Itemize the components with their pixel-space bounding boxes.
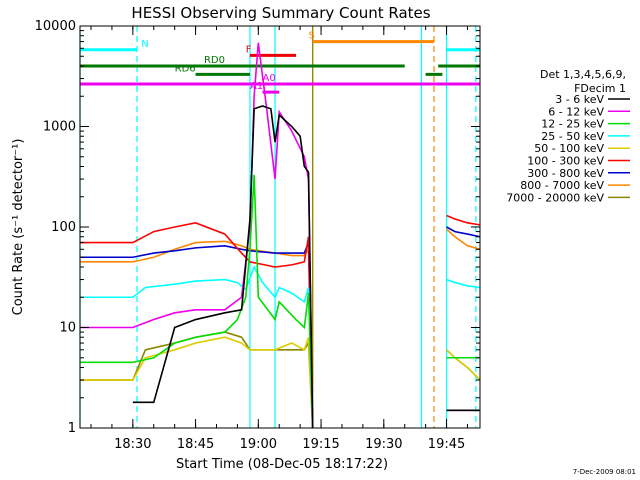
x-axis-label: Start Time (08-Dec-05 18:17:22) (176, 457, 388, 472)
flag-label-a1: A1 (250, 81, 263, 92)
flag-label-a0: A0 (263, 73, 276, 84)
series-line-50-100-kev (80, 336, 314, 429)
series-line-800-7000-kev (80, 240, 314, 429)
y-tick-label: 100 (51, 220, 76, 235)
chart-title: HESSI Observing Summary Count Rates (131, 4, 430, 22)
x-tick-label: 19:00 (240, 437, 277, 452)
series-line-300-800-kev (80, 242, 314, 429)
x-tick-label: 18:45 (177, 437, 214, 452)
legend-label: 6 - 12 keV (548, 105, 604, 118)
legend-label: 7000 - 20000 keV (506, 191, 604, 204)
x-tick-label: 19:30 (365, 437, 402, 452)
y-tick-label: 10 (59, 321, 76, 336)
series-line-25-50-kev (80, 265, 314, 429)
series-line-6-12-kev (80, 42, 314, 429)
legend-label: 3 - 6 keV (555, 93, 604, 106)
series-line-100-300-kev (80, 222, 314, 429)
legend-label: 25 - 50 keV (541, 130, 604, 143)
flag-label-rd0: RD0 (204, 55, 225, 66)
flag-label-rd6: RD6 (175, 63, 196, 74)
legend-label: 12 - 25 keV (541, 118, 604, 131)
series-line-3-6-kev (132, 105, 314, 429)
legend-label: 100 - 300 keV (527, 155, 604, 168)
legend-label: 50 - 100 keV (534, 142, 604, 155)
x-tick-label: 18:30 (114, 437, 151, 452)
x-tick-label: 19:45 (428, 437, 465, 452)
footer-timestamp: 7-Dec-2009 08:01 (573, 468, 636, 476)
flag-label-n: N (141, 39, 148, 50)
y-tick-label: 1 (68, 421, 76, 436)
flag-label-s: S (309, 31, 315, 42)
series-late-line-50-100-kev (445, 349, 481, 381)
legend-label: 800 - 7000 keV (520, 179, 604, 192)
legend-title: Det 1,3,4,5,6,9, (540, 68, 626, 81)
y-tick-label: 1000 (43, 120, 76, 135)
flag-label-f: F (246, 44, 252, 55)
legend-subtitle: FDecim 1 (574, 82, 626, 95)
y-tick-label: 10000 (35, 19, 76, 34)
legend-label: 300 - 800 keV (527, 167, 604, 180)
series-line-12-25-kev (80, 174, 314, 429)
y-axis-label: Count Rate (s⁻¹ detector⁻¹) (11, 139, 26, 316)
series-late-line-25-50-kev (446, 278, 481, 289)
x-tick-label: 19:15 (302, 437, 339, 452)
series-late-line-100-300-kev (446, 214, 481, 226)
axes-layer: 1 10 100 1000 10000 18:30 18:45 19:00 19:15 19:30… (35, 19, 481, 452)
series-late-line-300-800-kev (446, 226, 481, 238)
series-late-line-800-7000-kev (446, 228, 481, 251)
